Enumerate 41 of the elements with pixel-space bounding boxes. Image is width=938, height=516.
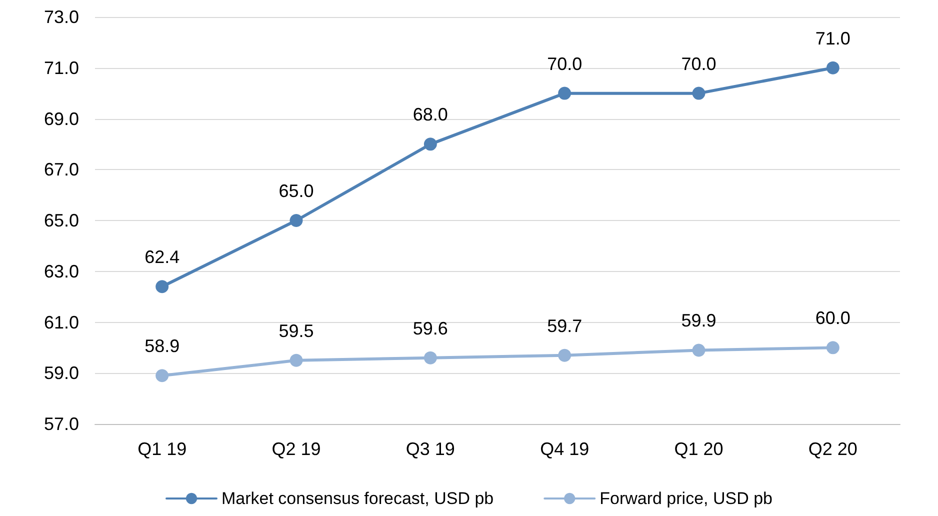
y-tick-label: 63.0 (44, 261, 79, 282)
x-tick-label: Q1 20 (674, 439, 724, 459)
data-label: 59.7 (547, 316, 582, 336)
point (692, 86, 706, 100)
legend-label: Forward price, USD pb (600, 489, 773, 508)
data-label: 68.0 (412, 104, 448, 125)
data-label: 62.4 (144, 247, 180, 268)
point (692, 344, 706, 357)
x-tick-label: Q2 20 (808, 439, 858, 459)
point (156, 280, 169, 294)
x-tick-label: Q4 19 (540, 439, 590, 459)
point (290, 214, 303, 227)
data-label: 70.0 (547, 54, 582, 74)
x-tick-label: Q2 19 (272, 439, 321, 459)
y-tick-label: 67.0 (44, 160, 79, 180)
data-label: 65.0 (278, 181, 314, 201)
y-tick-label: 73.0 (44, 7, 79, 27)
y-tick-label: 61.0 (44, 312, 79, 332)
data-label: 59.5 (278, 320, 314, 341)
data-label: 70.0 (681, 54, 716, 74)
data-label: 60.0 (815, 308, 850, 328)
y-tick-label: 57.0 (44, 414, 79, 434)
y-tick-label: 71.0 (44, 58, 79, 78)
point (558, 348, 572, 362)
x-tick-label: Q1 19 (138, 439, 187, 459)
point (424, 138, 437, 151)
y-tick-label: 65.0 (44, 210, 79, 230)
data-label: 59.9 (681, 310, 716, 331)
point (558, 86, 572, 100)
x-tick-label: Q3 19 (406, 439, 455, 459)
point (826, 341, 840, 354)
y-tick-label: 59.0 (44, 363, 79, 384)
data-label: 58.9 (144, 336, 180, 356)
point (156, 369, 169, 382)
data-label: 59.6 (412, 318, 448, 338)
point (424, 351, 437, 364)
point (826, 61, 840, 74)
point (290, 354, 303, 367)
data-label: 71.0 (815, 28, 850, 48)
y-tick-label: 69.0 (44, 108, 79, 129)
legend-label: Market consensus forecast, USD pb (222, 489, 494, 508)
